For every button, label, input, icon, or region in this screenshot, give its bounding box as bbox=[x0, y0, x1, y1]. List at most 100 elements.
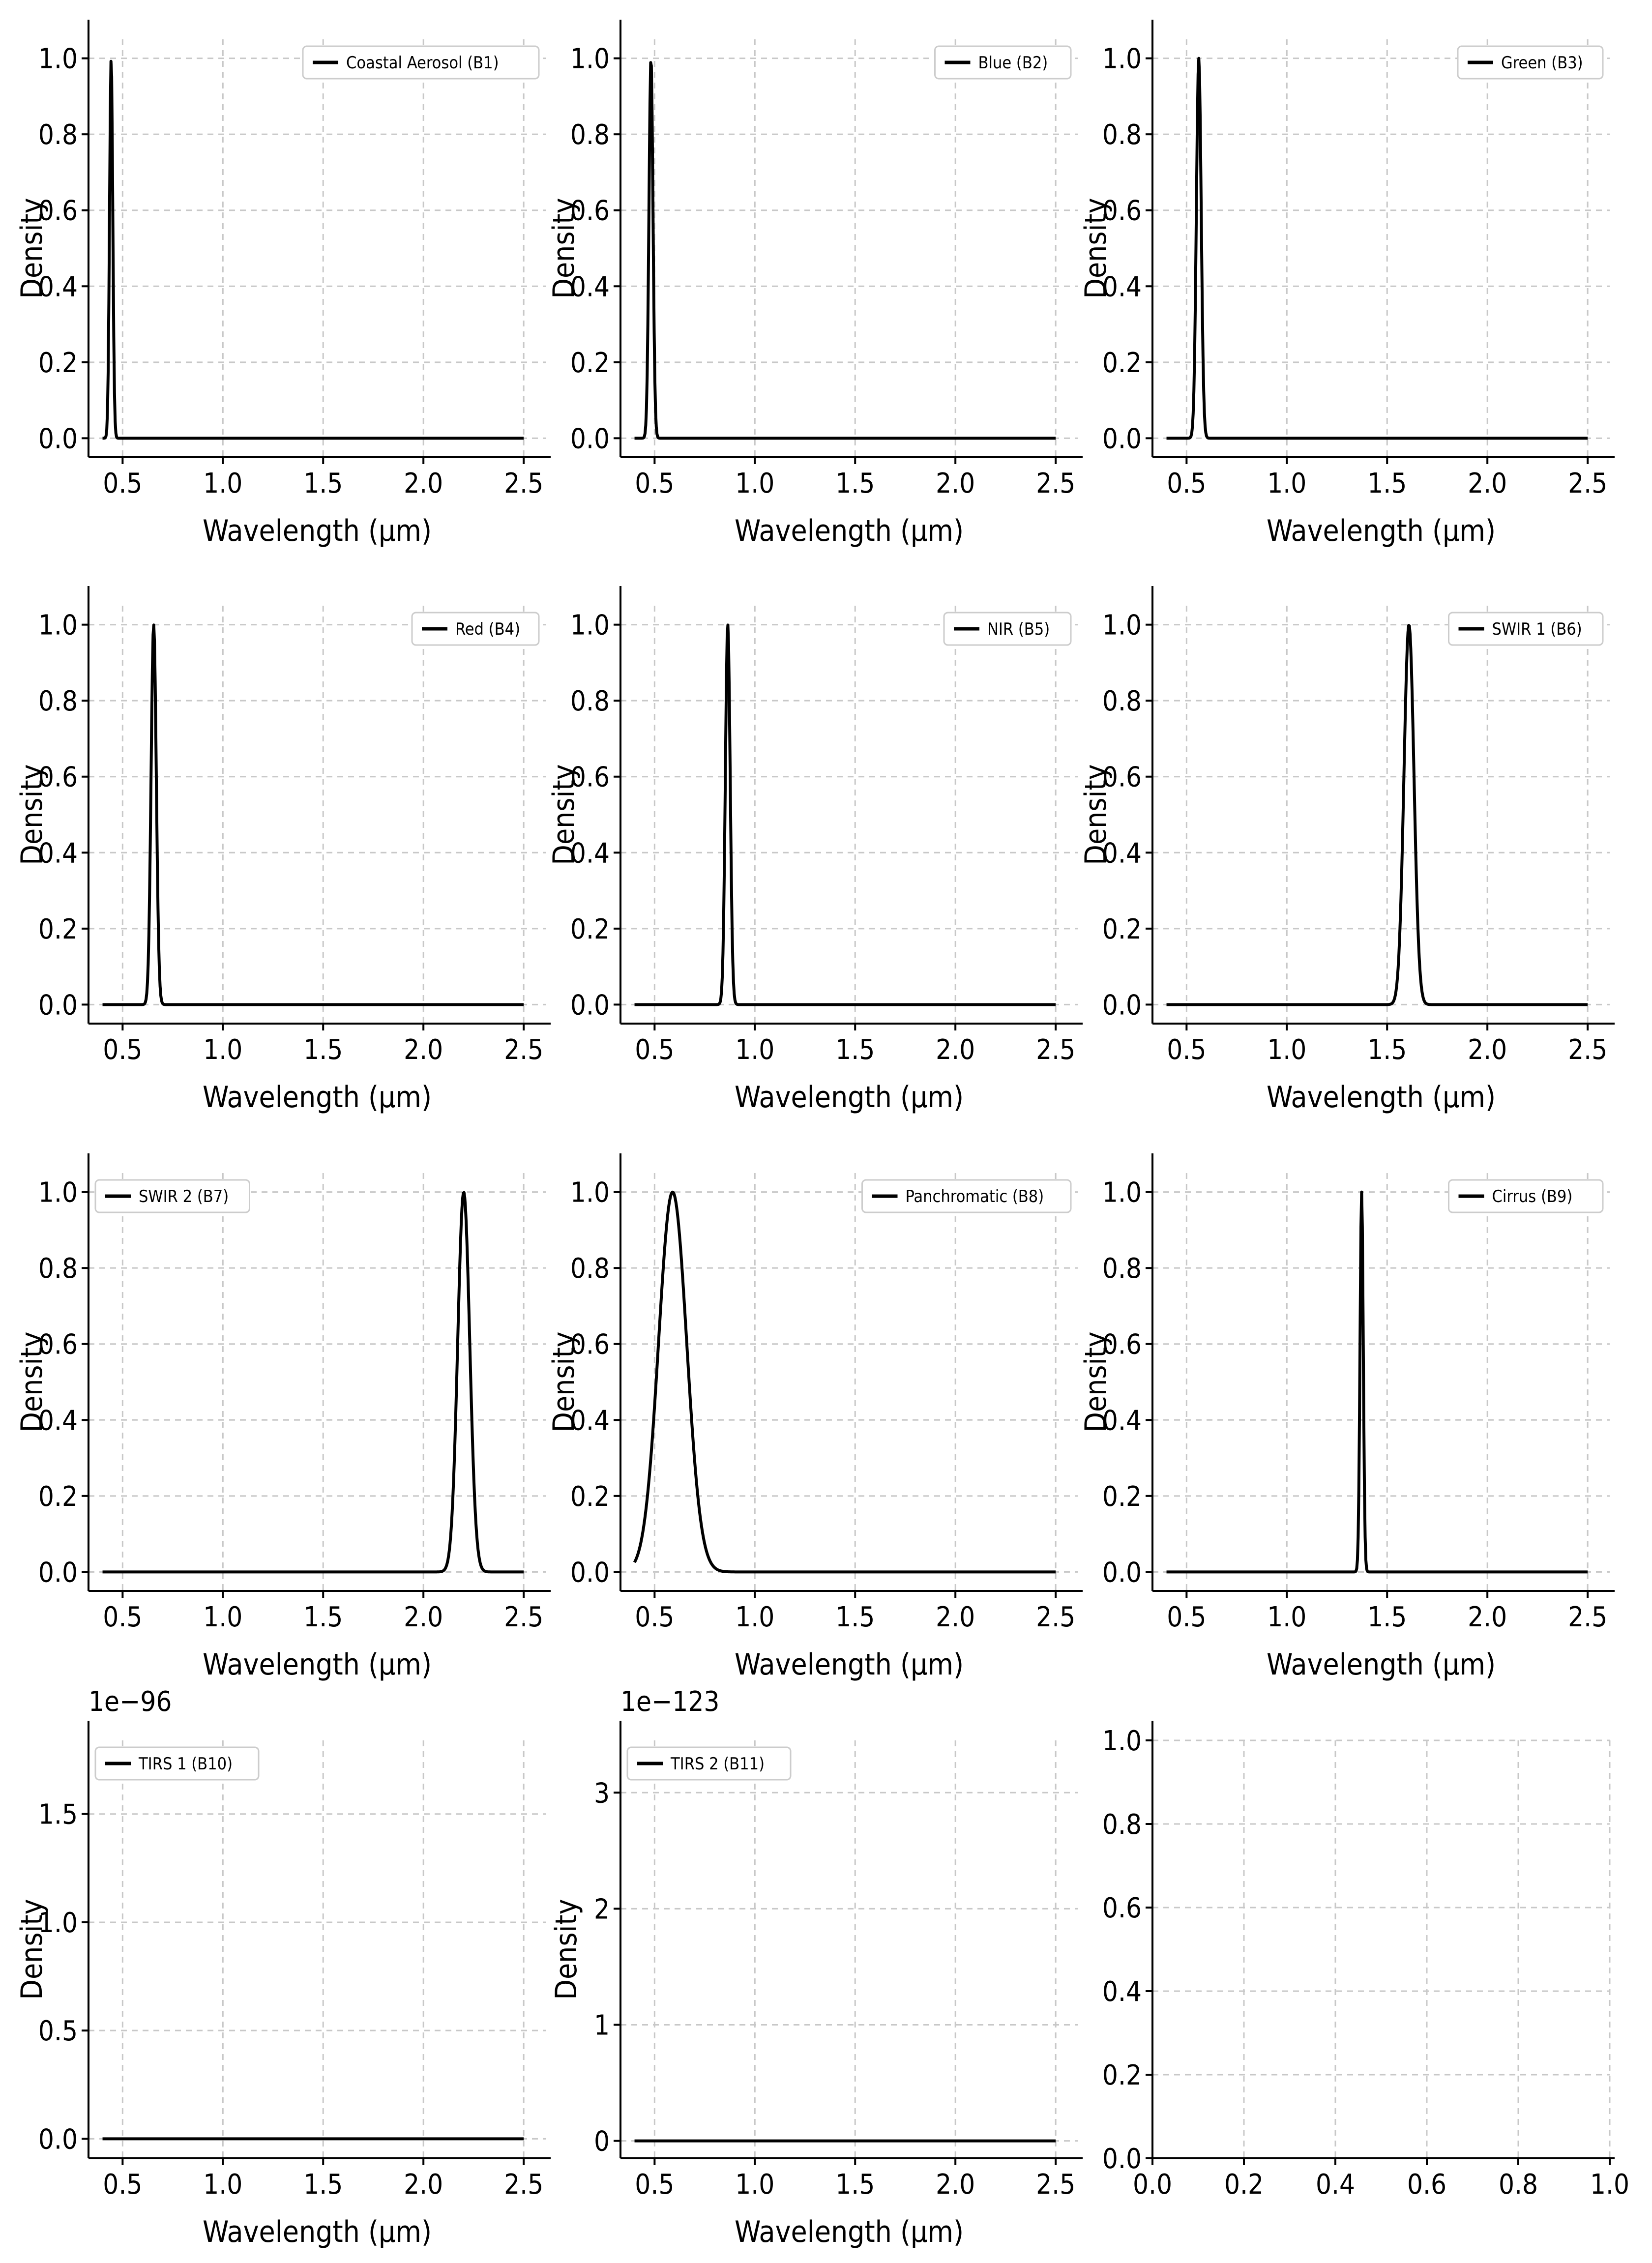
y-tick-label: 0.0 bbox=[1102, 1557, 1142, 1588]
y-tick-label: 0.6 bbox=[1102, 1329, 1142, 1361]
legend-box bbox=[302, 45, 540, 80]
y-axis-label: Density bbox=[1079, 1331, 1113, 1432]
series-line bbox=[633, 623, 1057, 1006]
x-tick-label: 2.5 bbox=[1036, 468, 1075, 500]
x-axis-label: Wavelength (μm) bbox=[735, 1080, 964, 1115]
legend-box bbox=[861, 1179, 1072, 1213]
y-tick-label: 0.2 bbox=[1102, 913, 1142, 945]
x-tick-label: 2.5 bbox=[504, 1601, 543, 1633]
x-tick-label: 2.0 bbox=[936, 1601, 975, 1633]
x-tick-label: 0.5 bbox=[635, 468, 674, 500]
legend-label: Coastal Aerosol (B1) bbox=[346, 53, 499, 73]
x-tick-label: 2.5 bbox=[1568, 468, 1607, 500]
y-tick-label: 1.0 bbox=[38, 1907, 78, 1939]
y-tick-label: 1.0 bbox=[1102, 1177, 1142, 1209]
y-axis-label: Density bbox=[1079, 764, 1113, 865]
series-line bbox=[101, 59, 525, 440]
y-tick-label: 1.0 bbox=[38, 1177, 78, 1209]
x-axis-label: Wavelength (μm) bbox=[1267, 1647, 1496, 1682]
subplot-3: 0.5 1.0 1.5 2.0 2.5 0.0 0.2 0.4 0.6 0.8 1.0 Wavelen… bbox=[1079, 20, 1615, 548]
axis-offset-text: 1e−123 bbox=[620, 1686, 719, 1718]
legend: Cirrus (B9) bbox=[1448, 1179, 1604, 1213]
y-tick-label: 1.5 bbox=[38, 1799, 78, 1831]
x-tick-label: 0.5 bbox=[103, 1034, 142, 1066]
subplot-5: 0.5 1.0 1.5 2.0 2.5 0.0 0.2 0.4 0.6 0.8 1.0 Wavelen… bbox=[547, 586, 1083, 1115]
y-tick-label: 0.8 bbox=[1102, 1253, 1142, 1285]
x-tick-label: 1.5 bbox=[1367, 468, 1407, 500]
y-tick-label: 0.4 bbox=[38, 837, 78, 869]
legend: Red (B4) bbox=[411, 612, 540, 646]
y-tick-label: 1.0 bbox=[1102, 1725, 1142, 1757]
legend-box bbox=[94, 1746, 260, 1781]
y-tick-label: 0.4 bbox=[1102, 271, 1142, 303]
legend-box bbox=[1448, 612, 1604, 646]
x-tick-label: 1.5 bbox=[303, 1601, 343, 1633]
y-tick-label: 0.8 bbox=[38, 1253, 78, 1285]
y-tick-label: 0.2 bbox=[1102, 347, 1142, 379]
y-tick-label: 0.6 bbox=[1102, 1892, 1142, 1924]
x-tick-label: 0.6 bbox=[1407, 2169, 1446, 2201]
x-tick-label: 0.5 bbox=[1167, 468, 1206, 500]
subplot-12: 0.0 0.2 0.4 0.6 0.8 1.0 0.0 0.2 0.4 0.6 0.8 1.0 bbox=[1102, 1721, 1629, 2201]
x-tick-label: 1.0 bbox=[1267, 1034, 1306, 1066]
subplot-6: 0.5 1.0 1.5 2.0 2.5 0.0 0.2 0.4 0.6 0.8 1.0 Wavelen… bbox=[1079, 586, 1615, 1115]
x-tick-label: 1.5 bbox=[835, 1601, 875, 1633]
y-tick-label: 0.4 bbox=[1102, 1976, 1142, 2008]
x-tick-label: 0.8 bbox=[1499, 2169, 1538, 2201]
x-tick-label: 2.0 bbox=[936, 2169, 975, 2201]
y-tick-label: 0.8 bbox=[1102, 685, 1142, 717]
x-tick-label: 0.5 bbox=[635, 1034, 674, 1066]
y-tick-label: 0.8 bbox=[570, 1253, 610, 1285]
y-tick-label: 2 bbox=[594, 1893, 610, 1925]
x-tick-label: 2.0 bbox=[1468, 1601, 1507, 1633]
x-tick-label: 1.0 bbox=[203, 1601, 242, 1633]
y-tick-label: 0.0 bbox=[1102, 2143, 1142, 2175]
y-tick-label: 0.0 bbox=[570, 423, 610, 455]
legend: Green (B3) bbox=[1457, 45, 1604, 80]
legend-box bbox=[94, 1179, 250, 1213]
y-tick-label: 0.0 bbox=[1102, 423, 1142, 455]
y-tick-label: 0.0 bbox=[38, 989, 78, 1021]
y-tick-label: 0.4 bbox=[38, 271, 78, 303]
y-tick-label: 0.2 bbox=[570, 913, 610, 945]
legend-box bbox=[943, 612, 1072, 646]
y-tick-label: 0.2 bbox=[570, 347, 610, 379]
x-axis-label: Wavelength (μm) bbox=[203, 1647, 432, 1682]
x-tick-label: 0.5 bbox=[103, 468, 142, 500]
x-tick-label: 0.2 bbox=[1224, 2169, 1264, 2201]
legend: TIRS 1 (B10) bbox=[94, 1746, 260, 1781]
legend-label: Green (B3) bbox=[1501, 53, 1583, 73]
y-tick-label: 0.0 bbox=[38, 423, 78, 455]
series-line bbox=[633, 1190, 1057, 1574]
x-tick-label: 1.0 bbox=[1267, 1601, 1306, 1633]
x-axis-label: Wavelength (μm) bbox=[1267, 514, 1496, 548]
y-tick-label: 0.6 bbox=[1102, 195, 1142, 227]
y-tick-label: 1.0 bbox=[38, 610, 78, 642]
x-tick-label: 1.5 bbox=[835, 2169, 875, 2201]
x-axis-label: Wavelength (μm) bbox=[735, 2215, 964, 2249]
y-tick-label: 1.0 bbox=[1102, 610, 1142, 642]
legend-label: Panchromatic (B8) bbox=[906, 1187, 1044, 1206]
x-tick-label: 1.0 bbox=[735, 1601, 774, 1633]
x-tick-label: 0.4 bbox=[1316, 2169, 1355, 2201]
y-tick-label: 3 bbox=[594, 1777, 610, 1809]
x-tick-label: 1.5 bbox=[303, 468, 343, 500]
y-axis-label: Density bbox=[15, 198, 49, 298]
y-tick-label: 0.4 bbox=[1102, 837, 1142, 869]
x-tick-label: 2.0 bbox=[936, 468, 975, 500]
x-axis-label: Wavelength (μm) bbox=[203, 514, 432, 548]
x-tick-label: 2.0 bbox=[404, 468, 443, 500]
x-tick-label: 2.0 bbox=[1468, 1034, 1507, 1066]
x-tick-label: 0.5 bbox=[635, 1601, 674, 1633]
x-tick-label: 0.0 bbox=[1133, 2169, 1172, 2201]
y-tick-label: 0.2 bbox=[38, 347, 78, 379]
y-tick-label: 0.2 bbox=[570, 1481, 610, 1513]
y-tick-label: 0.2 bbox=[1102, 2059, 1142, 2091]
subplot-7: 0.5 1.0 1.5 2.0 2.5 0.0 0.2 0.4 0.6 0.8 1.0 Wavelen… bbox=[15, 1153, 551, 1682]
x-tick-label: 2.0 bbox=[936, 1034, 975, 1066]
y-tick-label: 1.0 bbox=[570, 43, 610, 75]
subplot-8: 0.5 1.0 1.5 2.0 2.5 0.0 0.2 0.4 0.6 0.8 1.0 Wavelen… bbox=[547, 1153, 1083, 1682]
x-tick-label: 2.5 bbox=[1036, 1034, 1075, 1066]
y-tick-label: 0.2 bbox=[38, 1481, 78, 1513]
y-tick-label: 0.6 bbox=[38, 195, 78, 227]
